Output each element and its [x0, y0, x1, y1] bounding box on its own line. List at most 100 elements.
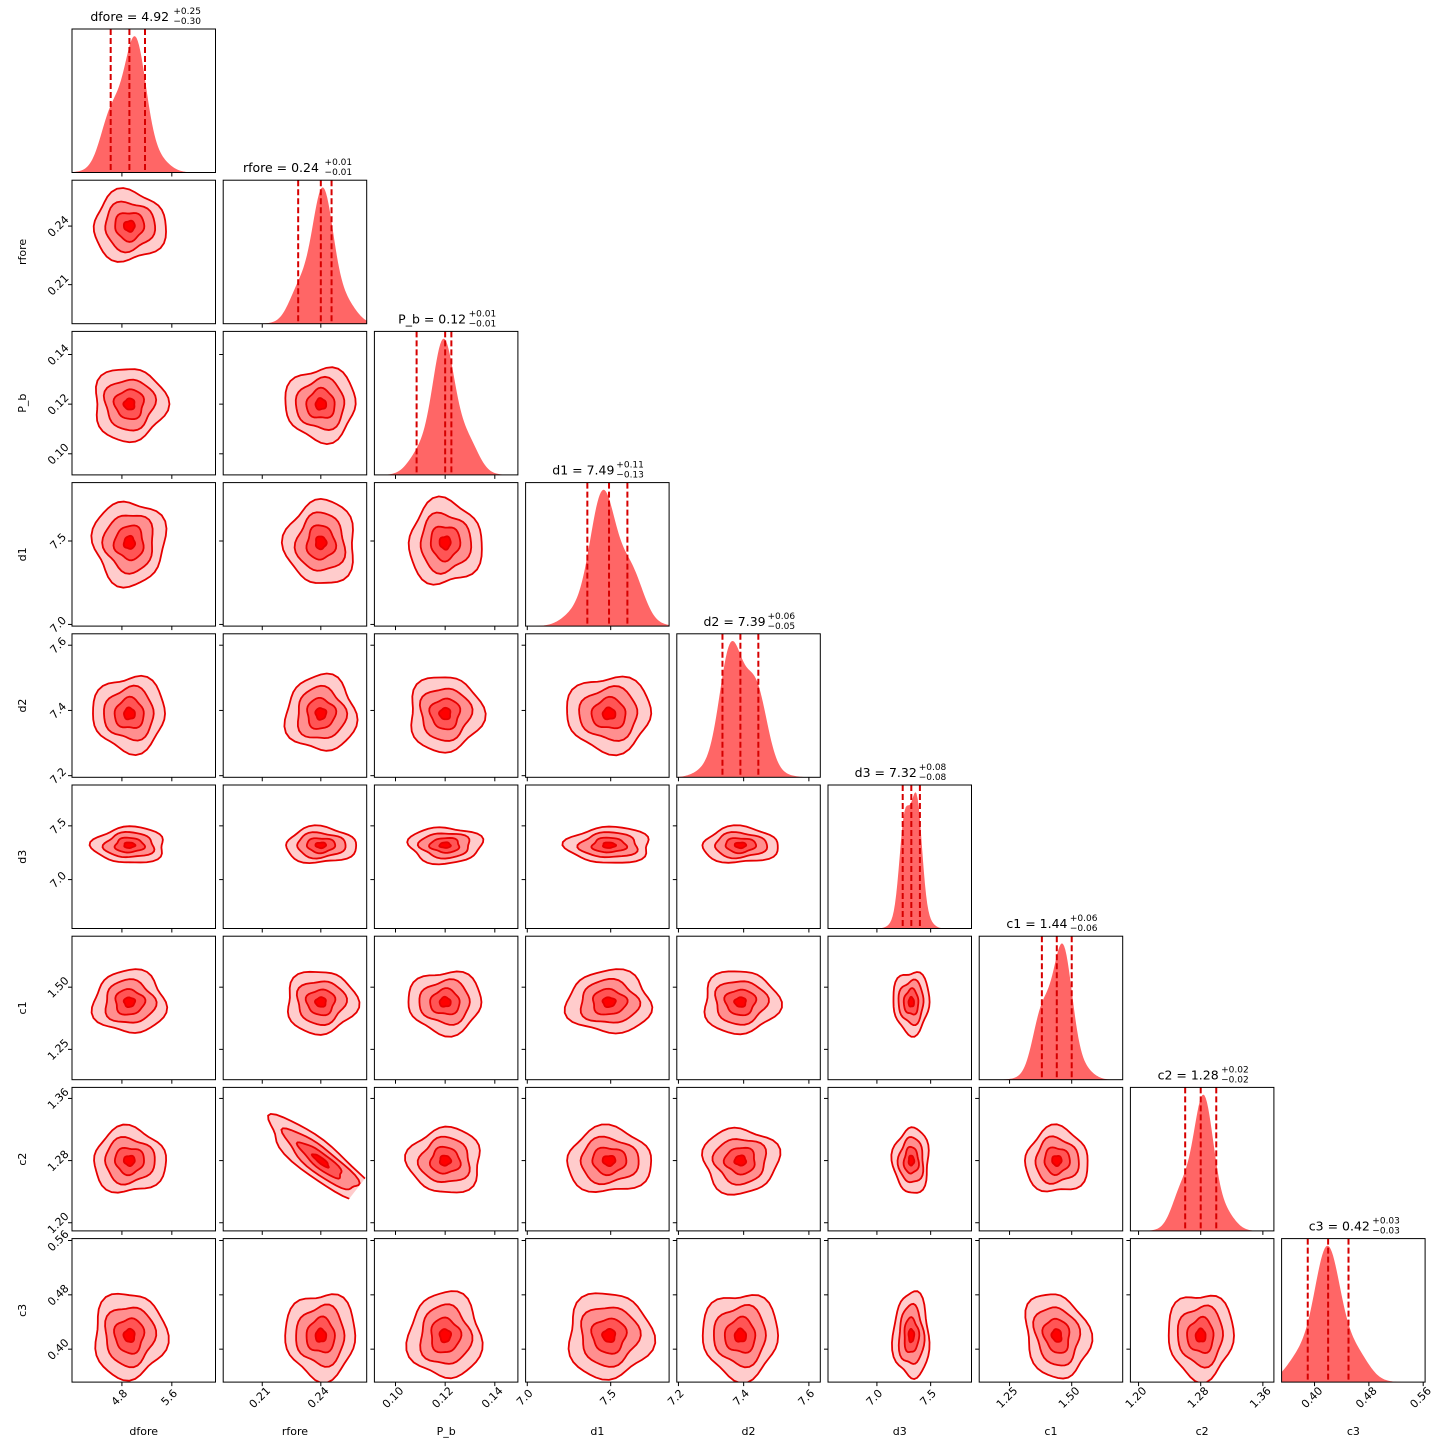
diag-panel-d2: d2 = 7.39 +0.06−0.05 — [676, 612, 821, 782]
panel-P_b-d3 — [370, 784, 519, 933]
frame — [222, 482, 368, 627]
contour-core — [122, 996, 137, 1009]
contour-core — [314, 996, 327, 1008]
frame — [71, 935, 216, 1081]
frame-dfore — [71, 28, 216, 173]
title-err-minus-c1: −0.06 — [1070, 924, 1098, 934]
panel-d1-c2 — [521, 1086, 670, 1235]
title-d1: d1 = 7.49 — [552, 463, 614, 478]
frame-d1 — [525, 482, 670, 627]
panel-d2-d3 — [672, 784, 821, 933]
ytick-label-P_b-1: 0.12 — [45, 391, 72, 418]
contour-core — [1194, 1327, 1207, 1343]
frame-d3 — [827, 784, 972, 929]
title-c2: c2 = 1.28 — [1158, 1067, 1219, 1082]
panel-d3-c2 — [824, 1086, 972, 1235]
title-d2: d2 = 7.39 — [703, 614, 765, 629]
title-err-plus-c1: +0.06 — [1070, 914, 1098, 924]
panel-dfore-rfore — [68, 179, 216, 328]
histogram-d1 — [525, 489, 670, 627]
xtick-label-d2-0: 7.2 — [665, 1387, 687, 1409]
histogram-d3 — [828, 792, 972, 929]
histogram-dfore — [72, 36, 216, 173]
contour-core — [733, 1327, 748, 1343]
ytick-label-P_b-2: 0.14 — [45, 342, 72, 369]
ytick-label-d2-1: 7.4 — [48, 700, 70, 722]
title-dfore: dfore = 4.92 — [90, 9, 169, 24]
panel-c1-c3 — [975, 1238, 1124, 1387]
ytick-label-P_b-0: 0.10 — [45, 441, 72, 468]
xlabel-d3: d3 — [893, 1425, 907, 1438]
contour-core — [601, 996, 617, 1008]
frame — [71, 482, 216, 627]
contour-core — [122, 397, 136, 411]
frame — [373, 1238, 519, 1383]
contour-core — [601, 706, 617, 721]
frame — [525, 1238, 670, 1383]
title-err-plus-d3: +0.08 — [919, 763, 947, 773]
frame — [827, 935, 972, 1081]
xtick-label-c1-1: 1.50 — [1056, 1384, 1083, 1411]
panel-d1-c1 — [521, 935, 670, 1084]
xlabel-P_b: P_b — [437, 1425, 456, 1438]
contour-core — [733, 996, 747, 1008]
xlabel-dfore: dfore — [129, 1425, 158, 1438]
xtick-label-c2-0: 1.20 — [1123, 1384, 1150, 1411]
contour-core — [438, 706, 452, 721]
frame — [71, 1238, 216, 1383]
title-err-minus-d1: −0.13 — [616, 471, 644, 481]
ytick-label-d3-0: 7.0 — [48, 869, 70, 891]
panel-d1-d2 — [521, 633, 670, 782]
contour-core — [314, 397, 328, 411]
ytick-label-c2-1: 1.28 — [45, 1148, 72, 1175]
panel-d3-c1 — [824, 935, 972, 1084]
ylabel-d2: d2 — [16, 699, 29, 713]
frame-c3 — [1281, 1238, 1426, 1383]
xlabel-c3: c3 — [1347, 1425, 1360, 1438]
ylabel-c2: c2 — [16, 1153, 29, 1166]
xtick-label-P_b-1: 0.12 — [429, 1384, 456, 1411]
contour-core — [601, 1327, 617, 1344]
contour-core — [310, 1153, 330, 1169]
xtick-label-P_b-2: 0.14 — [479, 1384, 506, 1411]
panel-d1-c3 — [521, 1238, 670, 1387]
histogram-d2 — [676, 640, 821, 778]
panel-P_b-d1 — [370, 482, 519, 631]
frame — [71, 179, 216, 325]
frame — [373, 784, 519, 929]
panel-rfore-d3 — [219, 784, 368, 933]
panel-P_b-c2 — [370, 1086, 519, 1235]
diag-panel-c2: c2 = 1.28 +0.02−0.02 — [1129, 1065, 1275, 1235]
ytick-label-rfore-1: 0.24 — [45, 213, 72, 240]
contour-core — [314, 707, 328, 721]
diag-panel-dfore: dfore = 4.92 +0.25−0.30 — [71, 7, 216, 177]
diag-panel-c3: c3 = 0.42 +0.03−0.03 — [1281, 1217, 1426, 1387]
title-err-minus-d2: −0.05 — [768, 622, 796, 632]
title-err-minus-c2: −0.02 — [1221, 1075, 1249, 1085]
contour-core — [123, 706, 136, 721]
frame — [827, 1238, 972, 1383]
title-err-minus-P_b: −0.01 — [469, 319, 497, 329]
ylabel-c1: c1 — [16, 1001, 29, 1014]
diag-panel-c1: c1 = 1.44 +0.06−0.06 — [978, 914, 1124, 1084]
frame — [222, 1238, 368, 1383]
contour-core — [314, 841, 328, 850]
frame — [71, 633, 216, 778]
contour-core — [1050, 1328, 1063, 1343]
frame — [676, 1238, 821, 1383]
contour-core — [733, 841, 748, 850]
contour-core — [438, 1154, 453, 1167]
ytick-label-c2-2: 1.36 — [45, 1086, 72, 1113]
contour-core — [438, 535, 452, 551]
histogram-c2 — [1130, 1094, 1274, 1231]
frame — [373, 935, 519, 1081]
panel-rfore-d2 — [219, 633, 368, 782]
panel-dfore-c1 — [68, 935, 216, 1084]
panel-dfore-P_b — [68, 330, 216, 479]
contour-core — [122, 1154, 136, 1167]
frame — [71, 784, 216, 929]
xlabel-d1: d1 — [590, 1425, 604, 1438]
contour-core — [601, 841, 617, 849]
frame — [222, 784, 368, 929]
panel-d2-c2 — [672, 1086, 821, 1235]
